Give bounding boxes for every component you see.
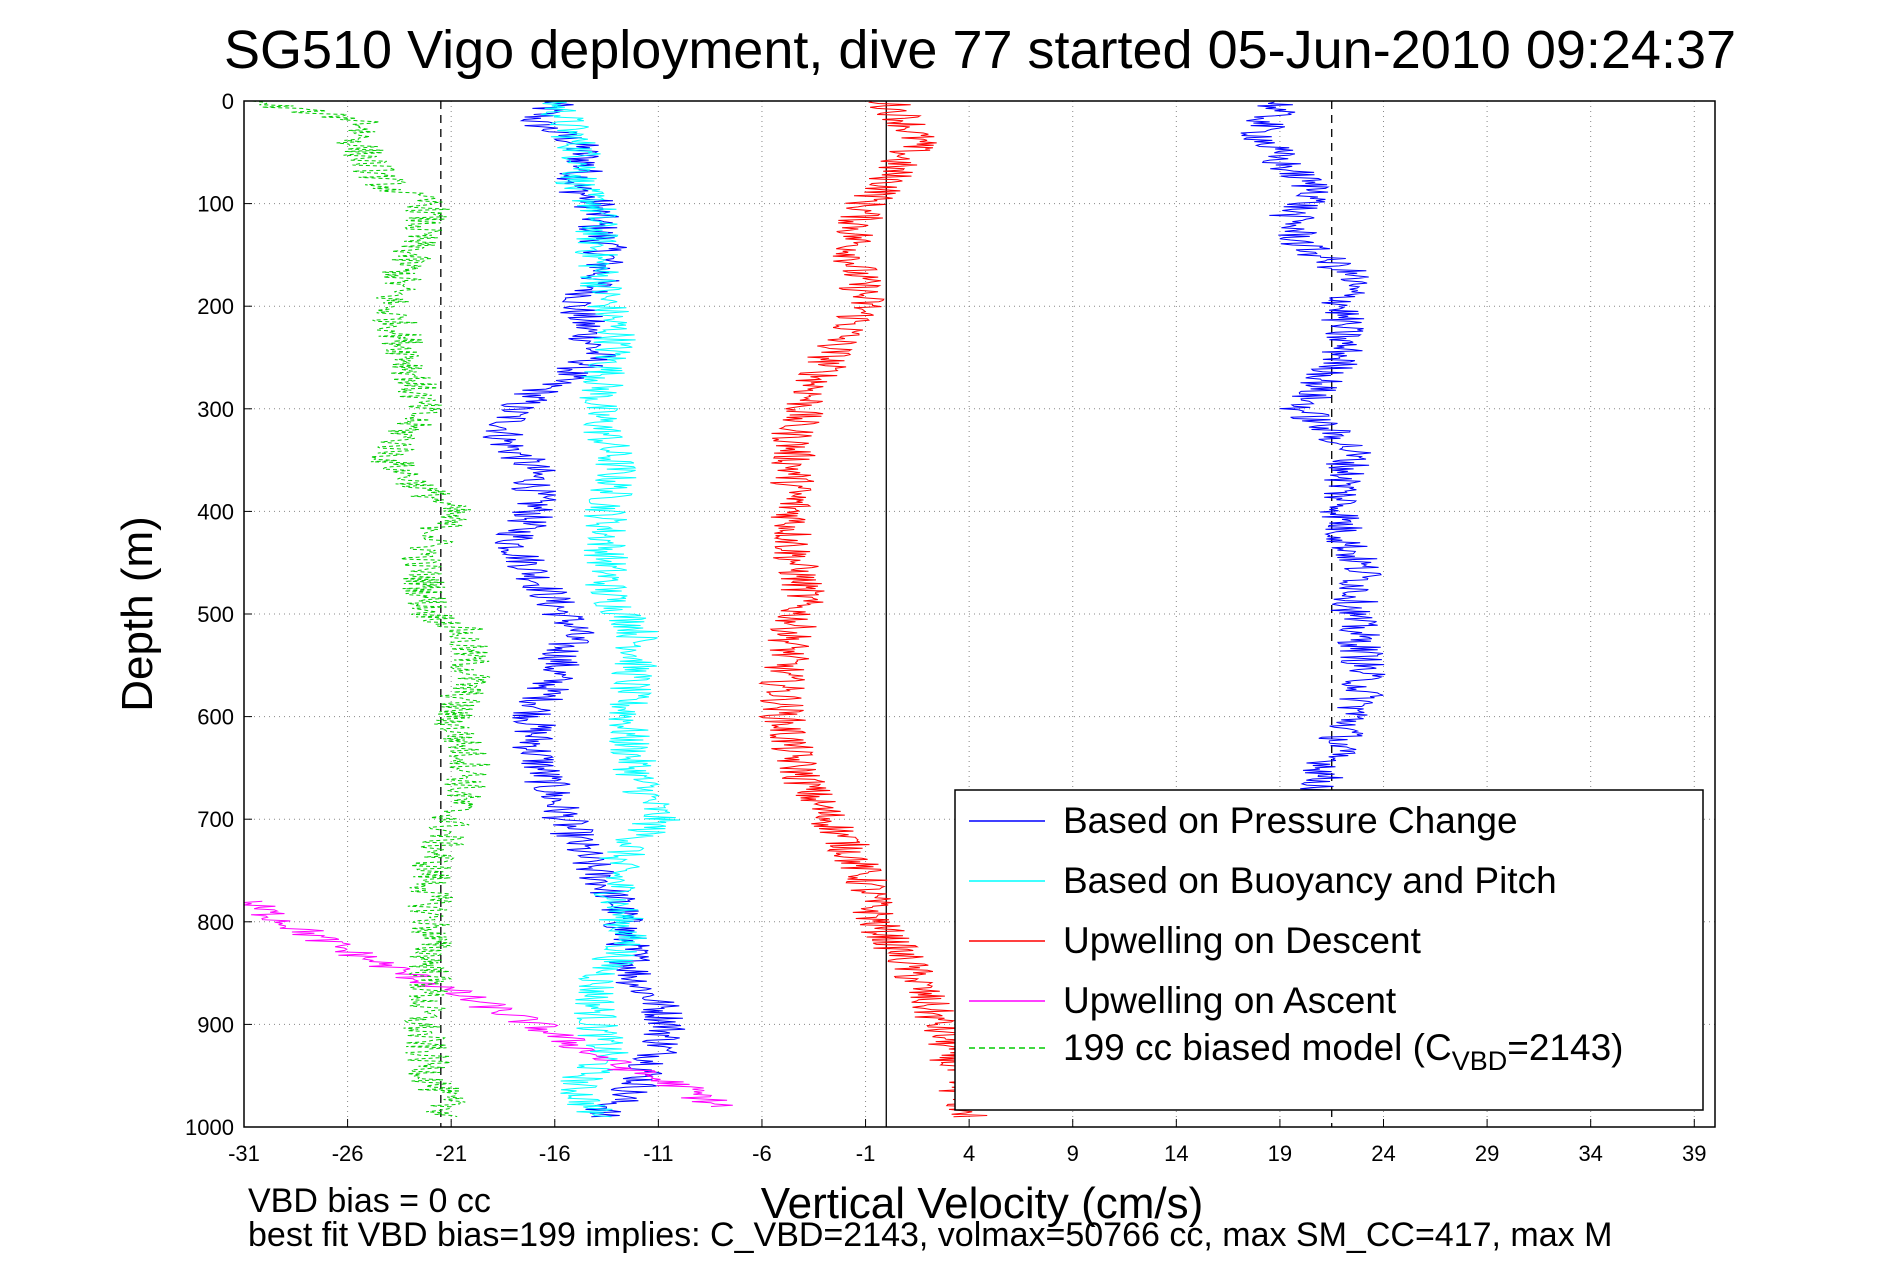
legend-entry-label: Upwelling on Ascent	[1063, 980, 1397, 1021]
series-line-4	[252, 100, 491, 1118]
y-axis-label: Depth (m)	[113, 516, 162, 712]
y-tick-label: 400	[197, 499, 234, 524]
chart-title: SG510 Vigo deployment, dive 77 started 0…	[224, 20, 1736, 80]
x-tick-label: -21	[435, 1141, 467, 1166]
x-tick-label: -26	[332, 1141, 364, 1166]
series-line-3	[243, 900, 733, 1107]
series-line-1	[540, 100, 681, 1118]
x-tick-label: -16	[539, 1141, 571, 1166]
y-tick-label: 0	[222, 89, 234, 114]
x-tick-label: -31	[228, 1141, 260, 1166]
x-tick-label: 19	[1268, 1141, 1292, 1166]
x-axis-label: Vertical Velocity (cm/s)	[761, 1179, 1204, 1228]
x-tick-label: 24	[1371, 1141, 1395, 1166]
x-tick-label: -1	[856, 1141, 876, 1166]
legend-entry-label: Upwelling on Descent	[1063, 920, 1422, 961]
y-tick-label: 200	[197, 294, 234, 319]
x-tick-label: 39	[1682, 1141, 1706, 1166]
x-tick-label: 34	[1578, 1141, 1602, 1166]
x-tick-label: -6	[752, 1141, 772, 1166]
y-tick-label: 100	[197, 192, 234, 217]
legend-box	[954, 789, 1704, 1111]
legend-entry-label: Based on Buoyancy and Pitch	[1063, 860, 1557, 901]
x-tick-label: 29	[1475, 1141, 1499, 1166]
x-tick-label: 9	[1067, 1141, 1079, 1166]
best-fit-note: best fit VBD bias=199 implies: C_VBD=214…	[248, 1216, 1612, 1254]
y-tick-label: 900	[197, 1012, 234, 1037]
y-tick-label: 500	[197, 602, 234, 627]
y-tick-label: 600	[197, 705, 234, 730]
y-tick-label: 300	[197, 397, 234, 422]
series-line-2	[758, 100, 988, 1118]
x-tick-label: -11	[643, 1141, 673, 1166]
y-tick-label: 1000	[185, 1115, 234, 1140]
legend-entry-label: Based on Pressure Change	[1063, 800, 1518, 841]
vbd-bias-note: VBD bias = 0 cc	[248, 1182, 491, 1220]
x-tick-label: 4	[963, 1141, 975, 1166]
y-tick-label: 700	[197, 807, 234, 832]
series-line-5	[1240, 100, 1386, 799]
x-tick-label: 14	[1164, 1141, 1188, 1166]
legend: Based on Pressure Change Based on Buoyanc…	[954, 789, 1704, 1111]
y-tick-labels: 0 100 200 300 400 500 600 700 800 900 1000	[185, 89, 252, 1140]
y-tick-label: 800	[197, 910, 234, 935]
x-tick-labels: -31 -26 -21 -16 -11 -6 -1 4 9 14 19 24 29 34 39	[228, 1119, 1707, 1166]
legend-entry-label: 199 cc biased model (CVBD=2143)	[1063, 1027, 1623, 1076]
